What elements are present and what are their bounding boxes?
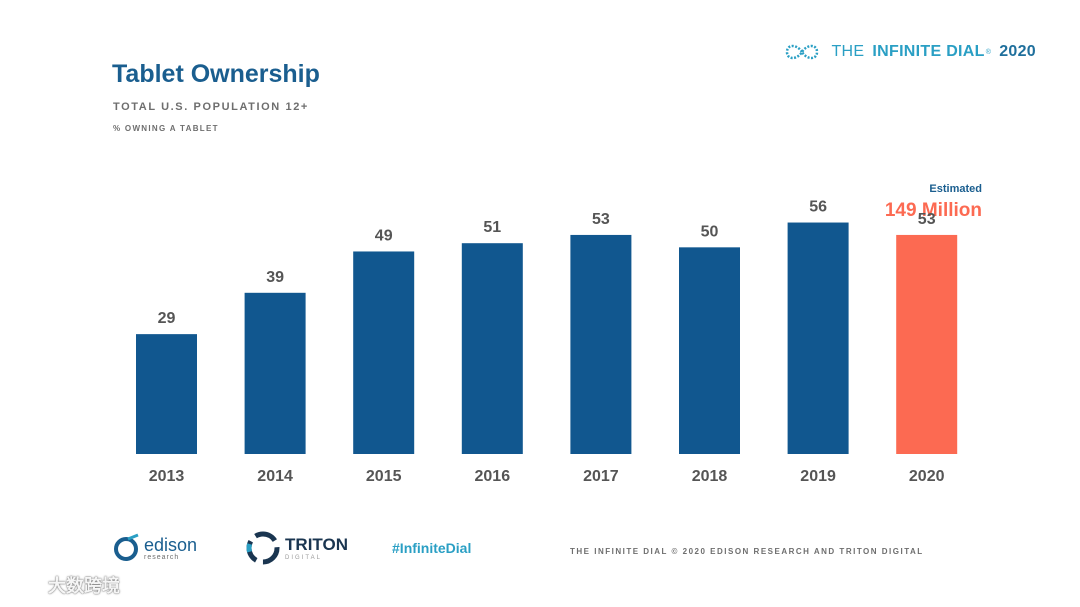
value-label-2014: 39 [266, 269, 284, 286]
triton-logo: TRITON DIGITAL [245, 530, 348, 566]
category-label-2015: 2015 [366, 468, 402, 485]
value-label-2019: 56 [809, 199, 827, 216]
bar-2014 [244, 292, 306, 454]
bar-2019 [787, 222, 849, 454]
triton-name: TRITON [285, 535, 349, 554]
brand-year: 2020 [999, 43, 1036, 60]
bar-2018 [679, 247, 740, 454]
brand-prefix: THE [831, 43, 865, 60]
value-label-2020: 53 [918, 211, 936, 228]
value-label-2015: 49 [375, 227, 393, 244]
category-label-2013: 2013 [149, 468, 185, 485]
measure-caption: % OWNING A TABLET [113, 124, 219, 133]
watermark-text: 大数跨境 [48, 576, 120, 596]
infinity-logo-icon [786, 44, 819, 60]
brand-mark: ® [985, 48, 992, 56]
bar-series: 29 2013 39 2014 49 2015 51 2016 53 2017 50 2018 56 20… [136, 199, 958, 485]
brand-name: INFINITE DIAL [872, 43, 985, 60]
category-label-2017: 2017 [583, 468, 619, 485]
page-title: Tablet Ownership [112, 60, 320, 88]
bar-2015 [353, 251, 415, 454]
watermark-logo-icon [8, 576, 41, 594]
value-label-2016: 51 [483, 219, 501, 236]
bar-2013 [136, 334, 197, 454]
edison-name: edison [144, 535, 198, 555]
hashtag: #InfiniteDial [392, 540, 472, 556]
edison-swirl-icon [114, 533, 139, 561]
annotation-estimated: Estimated [929, 183, 982, 195]
bar-2020 [896, 234, 958, 454]
page-subtitle: TOTAL U.S. POPULATION 12+ [113, 101, 309, 113]
value-label-2013: 29 [158, 310, 176, 327]
watermark: 大数跨境 [8, 572, 120, 598]
category-label-2020: 2020 [909, 468, 945, 485]
triton-ring-icon [246, 531, 280, 565]
annotation-value: 149 Million [885, 200, 982, 221]
brand-logo: THE INFINITE DIAL ® 2020 [781, 40, 1036, 64]
edison-logo: edison research [112, 533, 197, 563]
triton-sub: DIGITAL [285, 555, 322, 561]
category-label-2016: 2016 [475, 468, 511, 485]
value-label-2018: 50 [701, 223, 719, 240]
edison-sub: research [144, 554, 180, 561]
category-label-2014: 2014 [257, 468, 293, 485]
category-label-2018: 2018 [692, 468, 728, 485]
bar-2017 [570, 234, 632, 454]
footer-logos: edison research TRITON DIGITAL #Infinite… [112, 530, 471, 566]
copyright-text: THE INFINITE DIAL © 2020 EDISON RESEARCH… [570, 547, 924, 556]
bar-chart: Estimated 149 Million 29 2013 39 2014 49 2015… [136, 183, 982, 485]
bar-2016 [461, 243, 523, 454]
value-label-2017: 53 [592, 211, 610, 228]
category-label-2019: 2019 [800, 468, 836, 485]
